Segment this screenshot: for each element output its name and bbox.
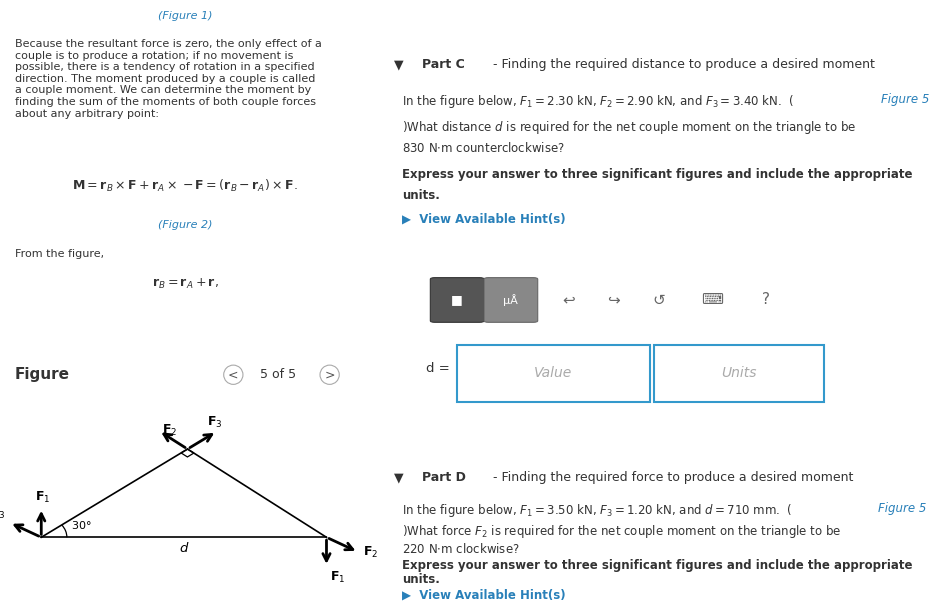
Text: (Figure 1): (Figure 1)	[158, 11, 212, 20]
Text: (Figure 2): (Figure 2)	[158, 220, 212, 230]
Text: ↩: ↩	[563, 293, 575, 308]
Text: >: >	[324, 368, 335, 381]
Text: $\mathbf{r}_B = \mathbf{r}_A + \mathbf{r},$: $\mathbf{r}_B = \mathbf{r}_A + \mathbf{r…	[151, 277, 219, 291]
Text: In the figure below, $F_1 = 2.30$ kN, $F_2 = 2.90$ kN, and $F_3 = 3.40$ kN.  (: In the figure below, $F_1 = 2.30$ kN, $F…	[402, 93, 794, 110]
Text: Because the resultant force is zero, the only effect of a
couple is to produce a: Because the resultant force is zero, the…	[15, 39, 321, 119]
Text: In the figure below, $F_1 = 3.50$ kN, $F_3 = 1.20$ kN, and $d = 710$ mm.  (: In the figure below, $F_1 = 3.50$ kN, $F…	[402, 502, 792, 519]
Text: Part C: Part C	[422, 58, 464, 71]
Text: Submit: Submit	[435, 435, 484, 448]
Text: $d$: $d$	[179, 541, 189, 554]
Text: Units: Units	[721, 367, 757, 380]
Text: $\mathbf{F}_3$: $\mathbf{F}_3$	[207, 415, 223, 430]
Text: $\mathbf{M} = \mathbf{r}_B \times \mathbf{F} + \mathbf{r}_A \times -\mathbf{F} =: $\mathbf{M} = \mathbf{r}_B \times \mathb…	[72, 178, 298, 194]
FancyBboxPatch shape	[399, 262, 865, 427]
Text: $\mathbf{F}_3$: $\mathbf{F}_3$	[0, 506, 6, 521]
FancyBboxPatch shape	[654, 344, 824, 402]
Text: μÅ: μÅ	[504, 294, 518, 306]
Text: 220 N$\cdot$m clockwise?: 220 N$\cdot$m clockwise?	[402, 542, 520, 556]
Text: 830 N$\cdot$m counterclockwise?: 830 N$\cdot$m counterclockwise?	[402, 141, 565, 155]
Text: Figure: Figure	[15, 367, 70, 382]
Text: ?: ?	[762, 293, 770, 308]
Text: )What force $F_2$ is required for the net couple moment on the triangle to be: )What force $F_2$ is required for the ne…	[402, 523, 841, 540]
Text: $\mathbf{F}_2$: $\mathbf{F}_2$	[363, 544, 378, 559]
Text: ▶  View Available Hint(s): ▶ View Available Hint(s)	[402, 213, 566, 226]
Text: - Finding the required force to produce a desired moment: - Finding the required force to produce …	[489, 471, 854, 484]
Text: $30°$: $30°$	[71, 519, 92, 531]
Text: ↺: ↺	[652, 293, 665, 308]
FancyBboxPatch shape	[457, 344, 650, 402]
Text: ■: ■	[451, 294, 463, 306]
Text: $\mathbf{F}_1$: $\mathbf{F}_1$	[36, 490, 51, 505]
FancyBboxPatch shape	[484, 278, 538, 322]
Text: d =: d =	[426, 362, 449, 375]
Text: ▶  View Available Hint(s): ▶ View Available Hint(s)	[402, 588, 566, 601]
FancyBboxPatch shape	[431, 278, 484, 322]
Text: ↪: ↪	[607, 293, 620, 308]
Text: units.: units.	[402, 188, 440, 202]
Text: Express your answer to three significant figures and include the appropriate: Express your answer to three significant…	[402, 559, 913, 572]
Text: )What distance $d$ is required for the net couple moment on the triangle to be: )What distance $d$ is required for the n…	[402, 119, 856, 135]
Text: Figure 5: Figure 5	[881, 93, 930, 105]
Text: Figure 5: Figure 5	[878, 502, 927, 515]
Text: 5 of 5: 5 of 5	[259, 368, 296, 381]
Text: Express your answer to three significant figures and include the appropriate: Express your answer to three significant…	[402, 167, 913, 181]
Text: - Finding the required distance to produce a desired moment: - Finding the required distance to produ…	[489, 58, 875, 71]
Text: $\mathbf{F}_2$: $\mathbf{F}_2$	[163, 423, 178, 438]
Text: ⌨: ⌨	[701, 293, 723, 308]
Text: ▼: ▼	[394, 471, 403, 484]
Text: units.: units.	[402, 573, 440, 586]
Text: ▼: ▼	[394, 58, 403, 71]
Text: $\mathbf{F}_1$: $\mathbf{F}_1$	[330, 569, 346, 585]
Text: Part D: Part D	[422, 471, 465, 484]
Text: From the figure,: From the figure,	[15, 249, 104, 259]
Text: Value: Value	[534, 367, 572, 380]
Text: <: <	[228, 368, 239, 381]
